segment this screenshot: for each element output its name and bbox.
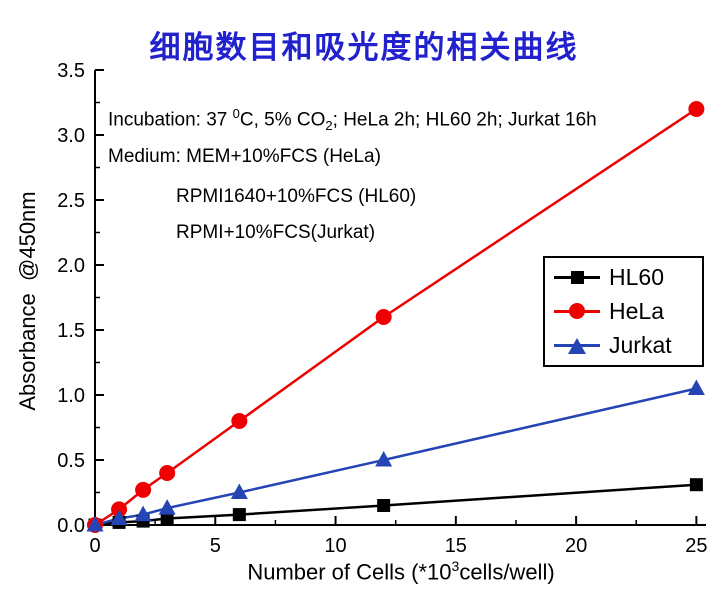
y-tick-label: 3.0 (57, 125, 85, 147)
marker-HeLa (231, 413, 248, 429)
legend-label-hl60: HL60 (609, 263, 664, 290)
x-axis-title-post: cells/well) (459, 559, 555, 585)
annotation-medium-hl60: RPMI1640+10%FCS (HL60) (176, 186, 417, 207)
y-tick-label: 0.5 (57, 450, 85, 472)
y-tick-label: 2.5 (57, 190, 85, 212)
marker-HeLa (111, 501, 128, 518)
marker-Jurkat (86, 516, 104, 532)
y-axis-title: Absorbance @450nm (15, 191, 40, 411)
legend-marker-square-icon (571, 270, 584, 284)
marker-HL60 (377, 499, 391, 512)
x-axis-title: Number of Cells (*103cells/well) (95, 558, 707, 585)
annotation-medium-jurkat: RPMI+10%FCS(Jurkat) (176, 222, 376, 243)
marker-HeLa (159, 465, 176, 481)
legend-item-hl60: HL60 (545, 261, 702, 293)
legend-item-jurkat: Jurkat (545, 330, 702, 362)
legend-marker-circle-icon (569, 303, 585, 320)
marker-HL60 (160, 512, 174, 525)
annotation-medium-hela: Medium: MEM+10%FCS (HeLa) (108, 146, 381, 167)
x-tick-label: 0 (89, 535, 100, 557)
marker-Jurkat (230, 483, 248, 499)
legend-sample-hl60 (554, 268, 600, 286)
y-tick-label: 0.0 (57, 515, 85, 537)
legend: HL60 HeLa Jurkat (543, 256, 704, 367)
chart-title: 细胞数目和吸光度的相关曲线 (149, 30, 579, 65)
y-tick-label: 3.5 (57, 60, 85, 82)
superscript-cells: 3 (451, 558, 460, 574)
annotation-incubation-mid: C, 5% CO (239, 109, 326, 131)
legend-sample-hela (554, 302, 600, 320)
subscript-co2: 2 (325, 118, 333, 134)
marker-Jurkat (110, 509, 128, 525)
marker-HL60 (689, 478, 703, 492)
marker-HeLa (135, 481, 152, 498)
annotation-incubation: Incubation: 37 0C, 5% CO2; HeLa 2h; HL60… (108, 106, 597, 133)
legend-label-hela: HeLa (609, 297, 664, 324)
marker-HeLa (688, 101, 705, 117)
marker-Jurkat (158, 499, 176, 515)
x-tick-label: 25 (685, 535, 707, 557)
y-tick-label: 1.0 (57, 385, 85, 407)
marker-HeLa (375, 309, 392, 325)
legend-item-hela: HeLa (545, 295, 702, 327)
x-axis-title-pre: Number of Cells (*10 (247, 559, 452, 585)
legend-marker-triangle-icon (568, 337, 586, 354)
x-tick-label: 5 (210, 535, 221, 557)
x-tick-label: 20 (565, 535, 587, 557)
superscript-degree: 0 (232, 106, 240, 121)
legend-label-jurkat: Jurkat (609, 332, 672, 359)
y-tick-label: 2.0 (57, 255, 85, 277)
marker-Jurkat (687, 379, 705, 395)
x-tick-label: 15 (445, 535, 467, 557)
legend-sample-jurkat (554, 337, 600, 355)
x-tick-label: 10 (324, 535, 346, 557)
y-tick-label: 1.5 (57, 320, 85, 342)
marker-Jurkat (375, 451, 393, 467)
annotation-incubation-text: Incubation: 37 (108, 109, 233, 131)
annotation-incubation-post: ; HeLa 2h; HL60 2h; Jurkat 16h (332, 109, 597, 131)
marker-HL60 (232, 508, 246, 522)
marker-Jurkat (134, 505, 152, 522)
